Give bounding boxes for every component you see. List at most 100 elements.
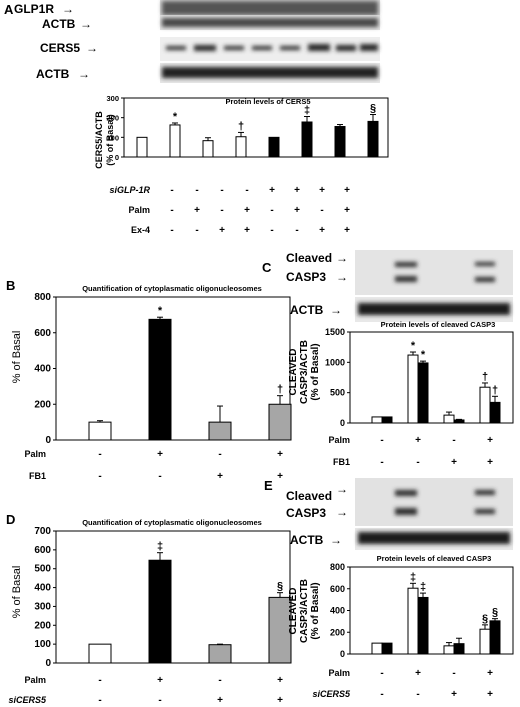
treatment-sign: + <box>294 205 300 216</box>
treatment-sign: + <box>244 225 250 236</box>
treatment-sign: - <box>98 675 101 686</box>
bar <box>148 559 172 664</box>
blot-label-cers5: CERS5 <box>40 41 80 55</box>
ylabel-a-1: CERS5/ACTB <box>94 111 104 169</box>
y-tick-label: 100 <box>106 133 119 142</box>
blot-label-actb-c: ACTB <box>290 303 324 317</box>
y-tick-label: 200 <box>330 627 345 637</box>
blot-cers5 <box>160 37 380 61</box>
y-tick-label: 600 <box>330 584 345 594</box>
treatment-sign: - <box>452 435 455 446</box>
treatment-sign: + <box>157 449 163 460</box>
treatment-sign: + <box>487 668 493 679</box>
blot-label-casp3-c: CASP3 <box>286 270 326 284</box>
treatment-sign: + <box>157 675 163 686</box>
treatment-sign: + <box>217 695 223 706</box>
ylabel-e-2: CASP3/ACTB <box>299 579 310 643</box>
bar <box>208 421 232 441</box>
panel-letter-b: B <box>6 278 15 293</box>
bar <box>148 318 172 441</box>
treatment-sign: + <box>277 675 283 686</box>
blot-actb-2 <box>160 63 380 83</box>
panel-letter-e: E <box>264 478 273 493</box>
treatment-sign: - <box>98 471 101 482</box>
panel-letter-c: C <box>262 260 272 275</box>
y-tick-label: 300 <box>34 601 51 612</box>
y-tick-label: 0 <box>45 435 51 446</box>
treatment-sign: + <box>319 225 325 236</box>
bar <box>371 642 383 655</box>
y-tick-label: 0 <box>340 649 345 659</box>
blot-actb-1 <box>160 15 380 30</box>
y-tick-label: 600 <box>34 545 51 556</box>
bar <box>88 643 112 664</box>
y-tick-label: 700 <box>34 526 51 537</box>
treatment-sign: - <box>380 689 383 700</box>
y-tick-label: 400 <box>34 583 51 594</box>
panel-a: A GLP1R → <box>4 0 389 236</box>
treatment-sign: - <box>295 225 298 236</box>
bar <box>301 121 313 158</box>
ylabel-e-1: CLEAVED <box>288 587 299 634</box>
bar <box>381 642 393 655</box>
chart-title-a: Protein levels of CERS5 <box>225 97 310 106</box>
y-tick-label: 100 <box>34 639 51 650</box>
bar <box>417 362 429 424</box>
y-tick-label: 800 <box>34 292 51 303</box>
arrow-cers5: → <box>86 41 98 55</box>
treatment-sign: + <box>194 205 200 216</box>
significance-mark: ‡ <box>420 581 426 593</box>
treatment-sign: + <box>277 695 283 706</box>
significance-mark: § <box>370 103 376 115</box>
y-tick-label: 1000 <box>325 357 345 367</box>
y-tick-label: 800 <box>330 562 345 572</box>
treatment-sign: - <box>170 225 173 236</box>
bar <box>479 628 491 655</box>
ylabel-a-2: (% of Basal) <box>105 114 115 166</box>
ylabel-b: % of Basal <box>11 331 23 384</box>
treatment-sign: + <box>277 471 283 482</box>
arrow-actb-e: → <box>330 533 342 547</box>
bar <box>367 120 379 158</box>
treatment-sign: - <box>380 668 383 679</box>
plot-frame <box>123 97 389 158</box>
significance-mark: § <box>277 581 283 593</box>
bar <box>169 124 181 158</box>
chart-a: 0 100 200 300 * † ‡ § <box>106 94 389 162</box>
bar <box>268 136 280 158</box>
treatment-sign: - <box>416 457 419 468</box>
blot-actb-e <box>355 528 513 550</box>
treatment-sign: - <box>380 457 383 468</box>
treatment-sign: + <box>219 225 225 236</box>
blot-actb-c <box>355 297 513 322</box>
treatment-sign: + <box>319 185 325 196</box>
treatment-sign: + <box>344 225 350 236</box>
bar <box>453 643 465 655</box>
bar <box>443 645 455 655</box>
treatment-sign: + <box>487 689 493 700</box>
treatment-sign: - <box>218 675 221 686</box>
arrow-casp3-e: → <box>336 505 348 519</box>
treatment-sign: + <box>269 185 275 196</box>
chart-title-d: Quantification of cytoplasmatic oligonuc… <box>82 518 262 527</box>
treatment-sign: + <box>344 205 350 216</box>
bar <box>235 136 247 158</box>
treatment-sign: - <box>170 185 173 196</box>
chart-b: 0 200 400 600 800 * † <box>34 292 292 446</box>
y-tick-label: 400 <box>34 364 51 375</box>
ylabel-c-1: CLEAVED <box>288 348 299 395</box>
significance-mark: † <box>492 384 498 396</box>
bar <box>334 126 346 158</box>
row-label-a-sigl1r: siGLP-1R <box>109 185 150 195</box>
blot-label-cleaved-e: Cleaved <box>286 489 332 503</box>
significance-mark: † <box>482 371 488 383</box>
signs-a: - - - - + + + + - + - + - + - + - - + + - - + + <box>170 185 350 236</box>
panel-e: E Cleaved → CASP3 → ACTB → Protein level… <box>264 478 514 700</box>
treatment-sign: - <box>195 185 198 196</box>
ylabel-d: % of Basal <box>11 566 23 619</box>
significance-mark: § <box>482 613 488 625</box>
bar <box>136 136 148 158</box>
panel-b: B Quantification of cytoplasmatic oligon… <box>6 278 292 482</box>
treatment-sign: + <box>487 435 493 446</box>
arrow-actb: → <box>80 17 92 31</box>
